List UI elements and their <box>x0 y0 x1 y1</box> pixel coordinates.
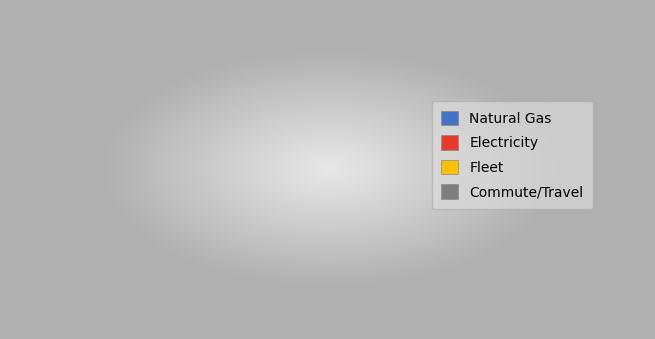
Wedge shape <box>203 170 293 251</box>
Legend: Natural Gas, Electricity, Fleet, Commute/Travel: Natural Gas, Electricity, Fleet, Commute… <box>432 101 593 209</box>
Wedge shape <box>97 64 265 275</box>
Text: 1%: 1% <box>195 308 221 323</box>
Text: 5%: 5% <box>289 245 331 279</box>
Text: 60%: 60% <box>126 181 163 196</box>
Text: 34%: 34% <box>242 131 279 145</box>
Wedge shape <box>203 64 309 226</box>
Wedge shape <box>203 170 271 255</box>
